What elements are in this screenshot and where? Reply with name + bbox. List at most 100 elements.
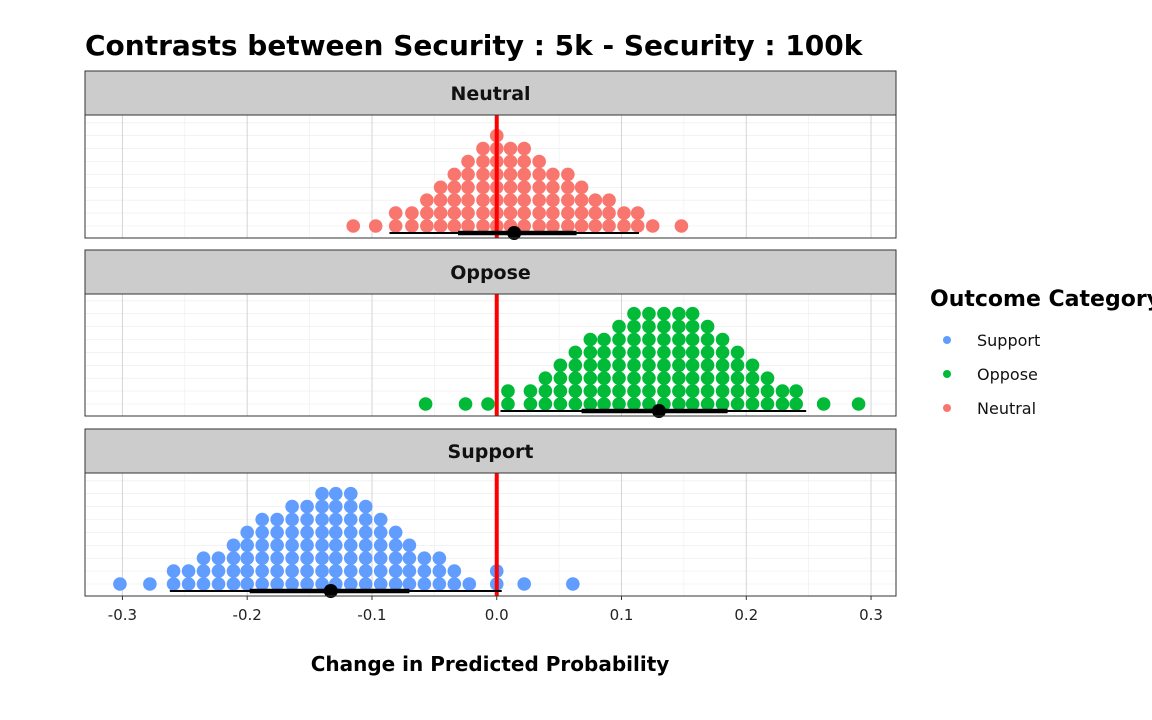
- x-tick-label: 0.3: [859, 606, 883, 624]
- dot: [285, 538, 299, 553]
- dot: [300, 538, 314, 553]
- dot: [715, 332, 730, 347]
- dot: [501, 384, 515, 398]
- dot: [358, 551, 373, 565]
- dot: [476, 180, 490, 195]
- panel-border: [84, 114, 897, 239]
- dot: [685, 397, 700, 411]
- dot: [672, 345, 686, 360]
- dot: [568, 345, 583, 360]
- dot: [402, 577, 417, 591]
- dot: [588, 219, 603, 233]
- dot: [775, 384, 790, 398]
- dot: [255, 538, 269, 553]
- dot: [373, 564, 388, 578]
- dot: [568, 358, 583, 373]
- dot: [417, 551, 432, 565]
- dot: [461, 219, 475, 233]
- dot: [532, 206, 546, 220]
- facet-panel-support: Support: [84, 428, 897, 598]
- dot: [523, 397, 538, 411]
- dot: [672, 384, 686, 398]
- dot: [672, 397, 686, 411]
- dot: [642, 384, 656, 398]
- x-tick-label: 0.0: [485, 606, 509, 624]
- dot: [583, 397, 598, 411]
- x-tick-label: -0.2: [233, 606, 262, 624]
- dot: [657, 306, 671, 321]
- dot: [346, 219, 361, 233]
- dot: [517, 141, 531, 156]
- dot: [630, 219, 645, 233]
- dot: [745, 384, 760, 398]
- dot: [388, 525, 403, 540]
- dot: [405, 206, 419, 220]
- dot: [642, 371, 656, 386]
- dot: [627, 332, 641, 347]
- dot: [447, 167, 462, 182]
- dot: [517, 193, 531, 207]
- dot: [657, 345, 671, 360]
- dot: [315, 499, 329, 514]
- dot: [315, 486, 329, 501]
- dot: [503, 167, 518, 182]
- dot: [270, 564, 284, 578]
- dot: [181, 564, 196, 578]
- dot: [166, 564, 181, 578]
- dot: [553, 384, 568, 398]
- dot: [685, 306, 700, 321]
- dot: [503, 154, 518, 169]
- legend-key-support: [943, 336, 951, 344]
- dot: [462, 577, 477, 591]
- dot: [627, 345, 641, 360]
- dot: [240, 525, 254, 540]
- dot: [532, 180, 546, 195]
- dot: [553, 397, 568, 411]
- dot: [597, 345, 611, 360]
- dot: [630, 206, 645, 220]
- dot: [775, 397, 790, 411]
- legend: Outcome Category Support Oppose Neutral: [930, 287, 1152, 418]
- dot: [417, 577, 432, 591]
- dot: [745, 397, 760, 411]
- dot: [255, 577, 269, 591]
- dot: [358, 577, 373, 591]
- dot: [503, 206, 518, 220]
- dot: [627, 371, 641, 386]
- dot: [617, 206, 631, 220]
- legend-label-support: Support: [977, 331, 1040, 350]
- dot: [328, 538, 343, 553]
- dot: [657, 371, 671, 386]
- dot: [612, 358, 626, 373]
- dot: [657, 384, 671, 398]
- dot: [358, 564, 373, 578]
- dot: [657, 319, 671, 334]
- dot: [730, 371, 745, 386]
- plot-background: [85, 294, 896, 416]
- dot: [300, 551, 314, 565]
- point-estimate: [507, 226, 522, 240]
- legend-key-oppose: [943, 370, 951, 378]
- dot: [447, 180, 462, 195]
- dot: [642, 397, 656, 411]
- dot: [588, 206, 603, 220]
- dot: [433, 206, 448, 220]
- dot: [433, 219, 448, 233]
- dot: [532, 193, 546, 207]
- dot: [642, 306, 656, 321]
- dot: [328, 512, 343, 527]
- dot: [597, 384, 611, 398]
- dot: [532, 154, 546, 169]
- dot: [672, 306, 686, 321]
- panel-border: [84, 472, 897, 597]
- dot: [358, 499, 373, 514]
- dot: [328, 551, 343, 565]
- dot: [343, 525, 358, 540]
- dot: [685, 332, 700, 347]
- dot: [328, 564, 343, 578]
- dot: [503, 141, 518, 156]
- dot: [760, 397, 775, 411]
- dot: [602, 193, 616, 207]
- dot: [315, 551, 329, 565]
- dot: [315, 564, 329, 578]
